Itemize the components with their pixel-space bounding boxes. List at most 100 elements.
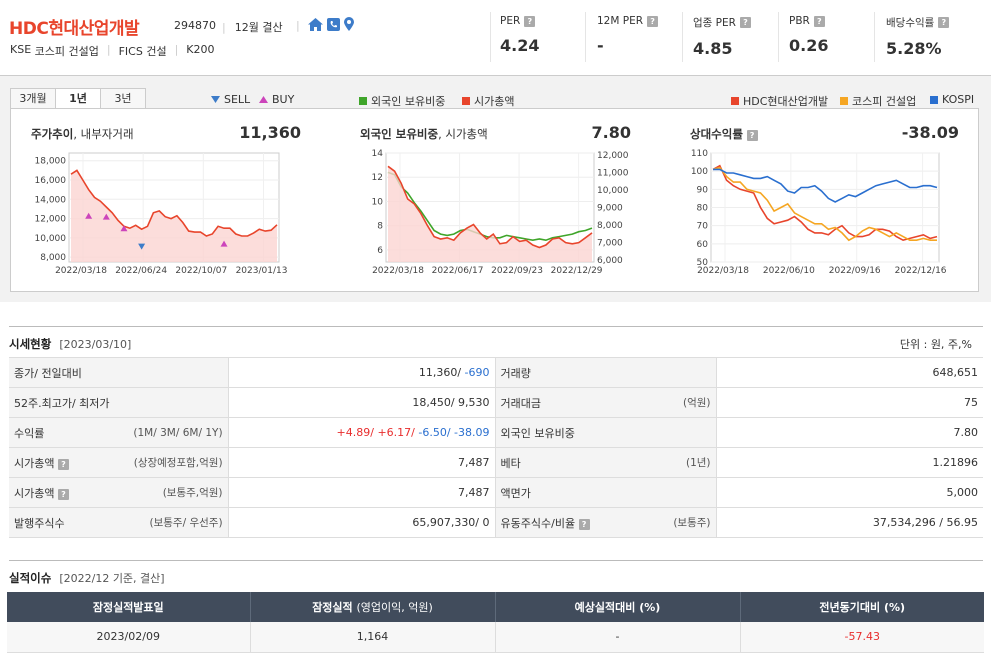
settlement-text: 12월 결산 xyxy=(234,21,283,34)
metric-value: 4.85 xyxy=(693,39,733,58)
metric-value: 0.26 xyxy=(789,36,829,55)
row-label: 베타 (1년) xyxy=(494,447,717,478)
tab-3m[interactable]: 3개월 xyxy=(10,88,56,109)
y-tick-label: 14,000 xyxy=(35,195,67,205)
legend-foreign-label: 외국인 보유비중 xyxy=(371,95,446,108)
row-value: 37,534,296 / 56.95 xyxy=(715,507,983,538)
chart2-title: 외국인 보유비중, 시가총액 xyxy=(360,127,488,141)
cell-date: 2023/02/09 xyxy=(7,622,251,653)
y-tick-label: 14 xyxy=(372,149,384,159)
row-label-sub: (1년) xyxy=(685,457,711,469)
company-name: HDC현대산업개발 xyxy=(9,19,140,39)
help-icon[interactable]: ? xyxy=(524,15,536,27)
row-value: 11,360/ -690 xyxy=(227,357,496,388)
cell-prelim: 1,164 xyxy=(250,622,496,653)
metric-label: 배당수익률 xyxy=(886,17,935,29)
row-label: 종가/ 전일대비 xyxy=(9,357,229,388)
row-label: 시가총액 ? (보통주,억원) xyxy=(9,477,229,508)
metric-label: 12M PER xyxy=(597,15,644,27)
buy-marker xyxy=(220,240,228,247)
legend-hdc-label: HDC현대산업개발 xyxy=(743,95,829,108)
row-label-text: 액면가 xyxy=(500,486,531,500)
y2-tick-label: 6,000 xyxy=(597,256,623,266)
tab-1y[interactable]: 1년 xyxy=(55,88,101,109)
table-header-row: 잠정실적발표일 잠정실적 (영업이익, 억원) 예상실적대비 (%) 전년동기대… xyxy=(7,592,984,622)
row-value-main: 7,487 xyxy=(458,486,490,499)
y-tick-label: 80 xyxy=(697,204,709,214)
row-value: 648,651 xyxy=(715,357,983,388)
row-value: 5,000 xyxy=(715,477,983,508)
buy-marker xyxy=(85,212,93,219)
x-tick-label: 2022/03/18 xyxy=(697,266,749,276)
table-row: 시가총액 ? (상장예정포함,억원) 7,487 베타 (1년) 1.21896 xyxy=(9,447,983,478)
y-tick-label: 10,000 xyxy=(35,234,67,244)
col-header-date: 잠정실적발표일 xyxy=(7,592,251,622)
row-label-text: 거래량 xyxy=(500,366,531,380)
help-icon[interactable]: ? xyxy=(746,130,758,141)
x-tick-label: 2022/12/16 xyxy=(895,266,947,276)
metric-value: 4.24 xyxy=(500,36,540,55)
help-icon[interactable]: ? xyxy=(57,458,69,470)
series-line xyxy=(70,169,278,237)
table-row: 52주.최고가/ 최저가 18,450/ 9,530 거래대금 (억원) 75 xyxy=(9,387,983,418)
tab-3y[interactable]: 3년 xyxy=(100,88,146,109)
help-icon[interactable]: ? xyxy=(813,15,825,27)
legend-kospi: KOSPI xyxy=(930,93,974,106)
divider xyxy=(585,12,586,62)
help-icon[interactable]: ? xyxy=(57,488,69,500)
phone-icon[interactable] xyxy=(326,17,340,34)
x-tick-label: 2022/03/18 xyxy=(372,266,424,276)
legend-swatch xyxy=(462,97,470,105)
help-icon[interactable]: ? xyxy=(578,518,590,530)
metric-label: PBR xyxy=(789,15,810,27)
sell-triangle-icon xyxy=(211,96,220,103)
help-icon[interactable]: ? xyxy=(938,17,950,28)
row-value: 7,487 xyxy=(227,477,496,508)
market-status-header: 시세현황 [2023/03/10] xyxy=(9,336,131,352)
buy-marker xyxy=(102,213,110,220)
series-area xyxy=(71,170,277,262)
section-divider xyxy=(9,326,983,327)
location-icon[interactable] xyxy=(343,17,354,34)
section-divider xyxy=(9,560,983,561)
stock-code: 294870 xyxy=(174,19,216,32)
metric-value: - xyxy=(597,36,604,55)
legend-mcap-label: 시가총액 xyxy=(474,95,515,108)
chart1-subtitle: 내부자거래 xyxy=(80,127,134,141)
metric-label: PER xyxy=(500,15,521,27)
help-icon[interactable]: ? xyxy=(647,15,659,27)
x-tick-label: 2022/06/10 xyxy=(763,266,815,276)
row-value: 7.80 xyxy=(715,417,983,448)
row-value: 18,450/ 9,530 xyxy=(227,387,496,418)
home-icon[interactable] xyxy=(307,17,323,34)
table-row: 수익률 (1M/ 3M/ 6M/ 1Y) +4.89/ +6.17/ -6.50/ … xyxy=(9,417,983,448)
row-value-main: 65,907,330/ 0 xyxy=(412,516,490,529)
row-label-sub: (상장예정포함,억원) xyxy=(133,457,223,469)
help-icon[interactable]: ? xyxy=(739,17,751,28)
row-label-text: 외국인 보유비중 xyxy=(500,426,575,440)
performance-basis: [2022/12 기준, 결산] xyxy=(59,572,165,585)
metric-sector-per: 업종 PER? 4.85 xyxy=(693,15,751,58)
charts-panel: 주가추이, 내부자거래 11,360 외국인 보유비중, 시가총액 7.80 상… xyxy=(10,108,979,292)
y2-tick-label: 10,000 xyxy=(597,186,629,196)
company-links xyxy=(296,17,354,34)
stock-header: HDC현대산업개발 294870 12월 결산 KSE 코스피 건설업 | FI… xyxy=(0,0,991,76)
row-label: 외국인 보유비중 xyxy=(494,417,717,448)
y-tick-label: 60 xyxy=(697,240,709,250)
chart3-headline: -38.09 xyxy=(901,123,959,142)
y-tick-label: 16,000 xyxy=(35,176,67,186)
y-tick-label: 100 xyxy=(691,167,708,177)
x-tick-label: 2023/01/13 xyxy=(236,266,288,276)
buy-triangle-icon xyxy=(259,96,268,103)
legend-mcap: 시가총액 xyxy=(462,93,514,109)
x-tick-label: 2022/03/18 xyxy=(55,266,107,276)
series-line xyxy=(712,164,938,242)
unit-label: 단위 : 원, 주,% xyxy=(899,338,972,351)
series-line xyxy=(713,168,938,203)
row-label: 액면가 xyxy=(494,477,717,508)
market-label: KSE xyxy=(10,43,32,56)
series-line xyxy=(387,165,593,249)
y2-tick-label: 9,000 xyxy=(597,204,623,214)
row-label: 시가총액 ? (상장예정포함,억원) xyxy=(9,447,229,478)
chart1-title-main: 주가추이 xyxy=(31,127,74,141)
